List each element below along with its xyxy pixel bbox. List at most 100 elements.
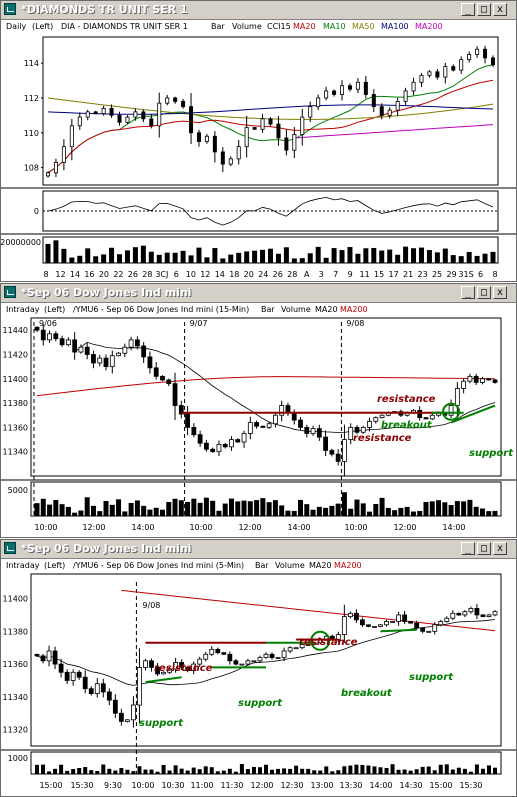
volume-bar [236,252,242,263]
volume-bar [298,499,304,516]
volume-bar [191,767,196,774]
minimize-button[interactable]: _ [461,286,475,299]
price-bar [492,379,498,383]
minimize-button[interactable]: _ [461,3,475,16]
volume-bar [53,499,59,516]
price-bar [486,614,492,617]
price-bar [304,426,310,434]
x-tick-label: 6 [478,270,483,279]
price-bar [366,624,371,627]
price-bar [419,74,424,83]
price-bar [34,654,40,657]
volume-bar [220,258,226,263]
volume-bar [454,501,460,516]
price-bar [109,355,115,368]
volume-bar [354,764,359,774]
volume-bar [227,768,232,774]
volume-bar [402,769,407,774]
ma10-line [47,64,494,174]
volume-bar [137,766,142,774]
chart-window-icon[interactable] [4,542,16,554]
price-bar [263,653,269,658]
volume-bar [434,252,440,263]
volume-tick-label: 5000 [8,486,28,495]
volume-bar [134,500,140,516]
volume-bar [247,501,253,516]
cci-label: CCI15 [267,22,291,31]
volume-bar [429,501,435,516]
price-bar [403,90,408,102]
title-bar[interactable]: *Sep 06 Dow Jones Ind mini _ □ x [1,540,516,559]
price-bar [59,338,65,346]
volume-bar [304,504,310,516]
price-bar [324,90,329,99]
price-bar [149,118,154,127]
price-bar [379,106,384,116]
minimize-button[interactable]: _ [461,542,475,555]
maximize-button[interactable]: □ [477,286,491,299]
volume-bar [204,257,210,263]
volume-bar [438,764,443,774]
title-bar[interactable]: *Sep 06 Dow Jones Ind mini _ □ x [1,284,516,303]
x-tick-label: 12 [200,270,210,279]
x-tick-label: 12:30 [280,781,303,790]
symbol-label: DIA - DIAMONDS TR UNIT SER 1 [61,22,188,31]
chart-window-icon[interactable] [4,286,16,298]
maximize-button[interactable]: □ [477,3,491,16]
price-bar [456,612,462,616]
volume-bar [203,497,209,516]
ma20-label: MA20 [315,305,338,314]
x-tick-label: 16 [84,270,94,279]
volume-bar [411,248,417,263]
volume-bar [448,505,454,516]
volume-bar [155,771,160,774]
price-bar [64,671,70,681]
volume-bar [436,500,442,516]
ma200-line [294,124,494,139]
interval-label: Intraday [6,305,40,314]
volume-bar [432,770,437,774]
volume-bar [414,769,419,774]
resistance-annotation: resistance [377,394,436,405]
volume-tick-label: 20000000 [1,238,41,247]
price-bar [354,426,360,433]
volume-bar [197,769,202,774]
price-bar [141,111,146,120]
bar-label: Bar [255,561,269,570]
volume-tick-label: 1000 [8,754,28,763]
volume-bar [45,243,51,263]
volume-bar [450,255,456,263]
price-bar [260,118,265,130]
x-tick-label: 11:00 [190,781,213,790]
price-bar [316,428,322,438]
price-bar [486,378,492,381]
ma50-label: MA50 [352,22,375,31]
axis-side-label: (Left) [44,561,66,570]
price-bar [281,650,287,658]
volume-bar [251,766,256,774]
volume-bar [363,248,369,263]
support-annotation: support [139,718,184,729]
chart-window-icon[interactable] [4,3,16,15]
support-annotation: support [238,698,283,709]
close-button[interactable]: x [493,3,507,16]
title-bar[interactable]: *DIAMONDS TR UNIT SER 1 _ □ x [1,1,516,20]
volume-bar [341,492,347,516]
price-bar [432,624,438,632]
volume-bar [128,502,134,516]
price-bar [273,414,278,425]
volume-bar [379,250,385,263]
price-bar [423,417,429,420]
close-button[interactable]: x [493,286,507,299]
close-button[interactable]: x [493,542,507,555]
chart-info-bar: Daily (Left) DIA - DIAMONDS TR UNIT SER … [1,19,516,33]
maximize-button[interactable]: □ [477,542,491,555]
price-bar [197,658,203,665]
volume-bar [210,500,216,516]
price-bar [305,644,311,646]
volume-bar [196,247,202,263]
price-bar [78,346,84,353]
price-bar [474,608,480,616]
price-bar [137,666,142,706]
y-tick-label: 11400 [3,375,28,384]
